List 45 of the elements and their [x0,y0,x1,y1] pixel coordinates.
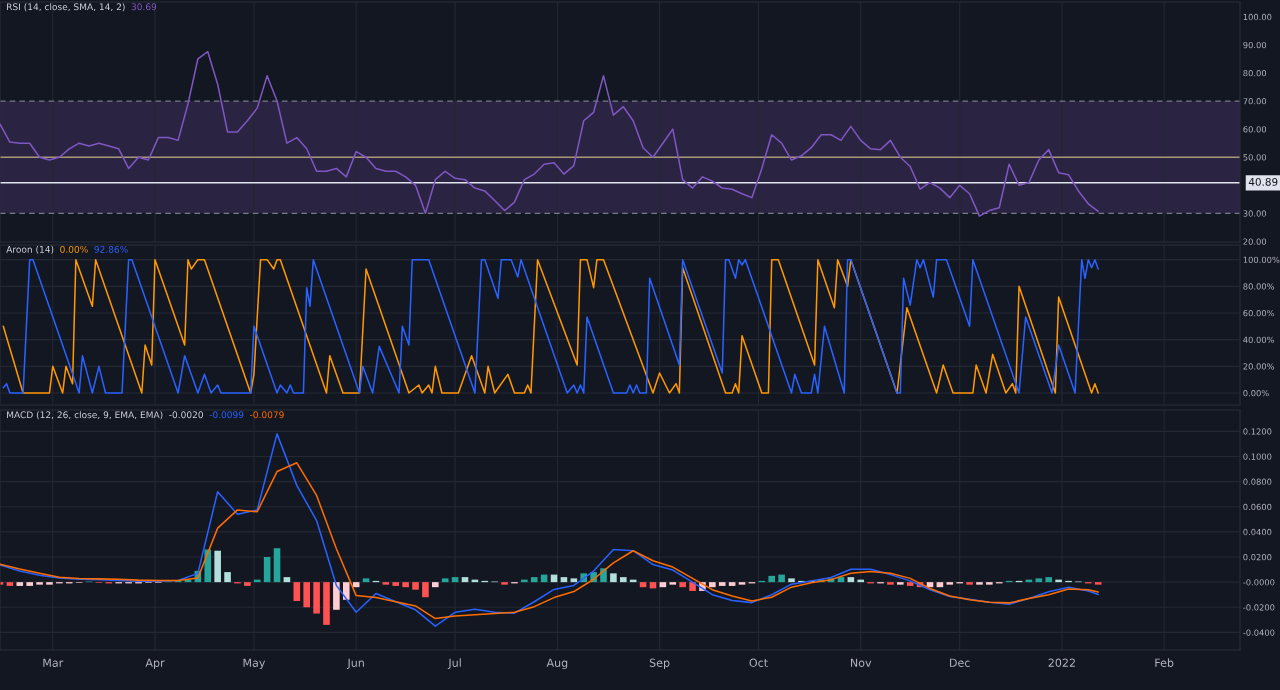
y-tick-label: 0.0800 [1243,478,1272,485]
x-tick-label: Sep [649,658,670,670]
x-tick-label: 2022 [1048,658,1075,667]
y-tick-label: 0.1200 [1243,428,1272,435]
y-tick-label: 50.00 [1243,154,1267,161]
y-tick-label: 0.1000 [1243,453,1272,460]
x-tick-label: Jun [346,658,364,669]
x-tick-label: Jul [447,658,461,669]
x-tick-label: Mar [43,658,64,667]
x-tick-label: Apr [145,658,165,670]
annotation: -0.0079 [249,411,284,419]
y-tick-label: 20.00% [1243,363,1275,370]
chart-title: MACD (12, 26, close, 9, EMA, EMA) [7,411,163,420]
annotation: -0.0099 [209,411,244,419]
x-tick-label: Feb [1155,658,1174,667]
y-tick-label: 100.00 [1243,13,1272,21]
ref-line-label: 40.89 [1248,177,1278,186]
y-tick-label: 0.0600 [1243,503,1272,511]
x-tick-label: Nov [850,658,872,667]
chart-title: RSI (14, close, SMA, 14, 2) [7,3,125,12]
y-tick-label: 30.00 [1243,210,1267,217]
y-tick-label: 0.00% [1243,389,1269,397]
y-tick-label: 80.00% [1243,283,1275,290]
annotation: 30.69 [131,3,157,11]
x-tick-label: May [243,658,266,670]
y-tick-label: 40.00% [1243,336,1275,343]
annotation: -0.0020 [169,411,203,419]
y-tick-label: 0.0400 [1243,528,1272,536]
y-tick-label: 100.00% [1243,256,1280,263]
y-tick-label: 0.0200 [1243,554,1272,561]
y-tick-label: -0.0000 [1243,579,1275,586]
y-tick-label: 60.00% [1243,309,1275,317]
y-tick-label: 20.00 [1243,238,1267,245]
y-tick-label: 70.00 [1243,98,1267,105]
annotation: 92.86% [94,245,128,253]
y-tick-label: 80.00 [1243,70,1267,77]
annotation: 0.00% [60,245,88,253]
y-tick-label: 90.00 [1243,41,1267,49]
y-tick-label: 60.00 [1243,126,1267,133]
y-tick-label: -0.0400 [1243,629,1275,636]
y-tick-label: -0.0200 [1243,604,1275,611]
chart-title: Aroon (14) [6,245,54,254]
x-tick-label: Dec [950,658,970,667]
x-tick-label: Oct [749,658,768,667]
x-tick-label: Aug [546,658,568,670]
